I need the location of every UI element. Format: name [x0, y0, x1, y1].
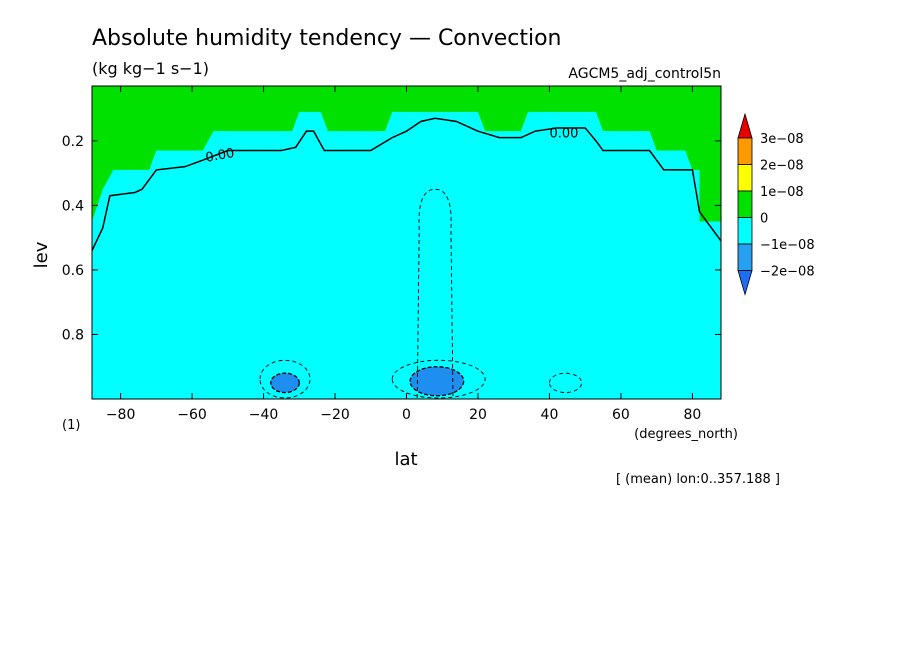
x-tick-label: 40 — [541, 407, 559, 423]
colorbar-segment — [737, 243, 753, 271]
strong-negative-regions — [270, 366, 465, 397]
y-tick-label: 0.6 — [62, 263, 84, 279]
dashed-contour-0 — [416, 188, 454, 399]
colorbar-segment — [737, 164, 753, 192]
x-tick-label: −60 — [177, 407, 207, 423]
strong-negative-region-0 — [270, 372, 300, 394]
x-tick-label: 20 — [469, 407, 487, 423]
colorbar-segment — [737, 190, 753, 218]
x-tick-label: −80 — [106, 407, 136, 423]
near-zero-fill-region — [92, 86, 721, 222]
contour-label-left: 0.00 — [204, 146, 235, 166]
colorbar: 3e−08 2e−08 1e−08 0 −1e−08 −2e−08 — [737, 112, 815, 296]
colorbar-label: −2e−08 — [760, 265, 815, 280]
x-tick-label: −40 — [249, 407, 279, 423]
strong-negative-region-1 — [409, 366, 465, 397]
y-axis-units: (1) — [62, 418, 80, 433]
footnote: [ (mean) lon:0..357.188 ] — [616, 472, 780, 487]
y-axis: 0.2 0.4 0.6 0.8 — [62, 134, 721, 343]
x-tick-label: 0 — [402, 407, 411, 423]
chart-title: Absolute humidity tendency — Convection — [92, 26, 562, 51]
y-tick-label: 0.2 — [62, 134, 84, 150]
colorbar-segment — [737, 137, 753, 165]
x-tick-label: −20 — [320, 407, 350, 423]
colorbar-label: −1e−08 — [760, 238, 815, 253]
x-axis-label: lat — [394, 449, 417, 470]
x-tick-label: 80 — [683, 407, 701, 423]
chart-subtitle: (kg kg−1 s−1) — [92, 59, 209, 78]
dashed-contours — [259, 188, 583, 399]
dashed-contour-2 — [391, 359, 486, 399]
plot-area: 0.00 0.00 — [91, 85, 722, 400]
colorbar-label: 0 — [760, 212, 768, 227]
colorbar-top-arrow — [737, 112, 753, 139]
colorbar-label: 3e−08 — [760, 132, 804, 147]
x-tick-label: 60 — [612, 407, 630, 423]
experiment-label: AGCM5_adj_control5n — [568, 66, 721, 82]
colorbar-label: 1e−08 — [760, 185, 804, 200]
x-axis-units: (degrees_north) — [634, 427, 738, 442]
zero-contour-line — [91, 117, 722, 251]
y-tick-label: 0.8 — [62, 327, 84, 343]
x-axis: −80 −60 −40 −20 0 20 40 60 80 — [106, 86, 701, 423]
dashed-contour-3 — [549, 372, 583, 394]
colorbar-segment — [737, 217, 753, 245]
y-axis-label: lev — [31, 241, 52, 268]
colorbar-label: 2e−08 — [760, 159, 804, 174]
contour-label-right: 0.00 — [549, 127, 578, 142]
y-tick-label: 0.4 — [62, 198, 84, 214]
colorbar-bottom-arrow — [737, 270, 753, 296]
